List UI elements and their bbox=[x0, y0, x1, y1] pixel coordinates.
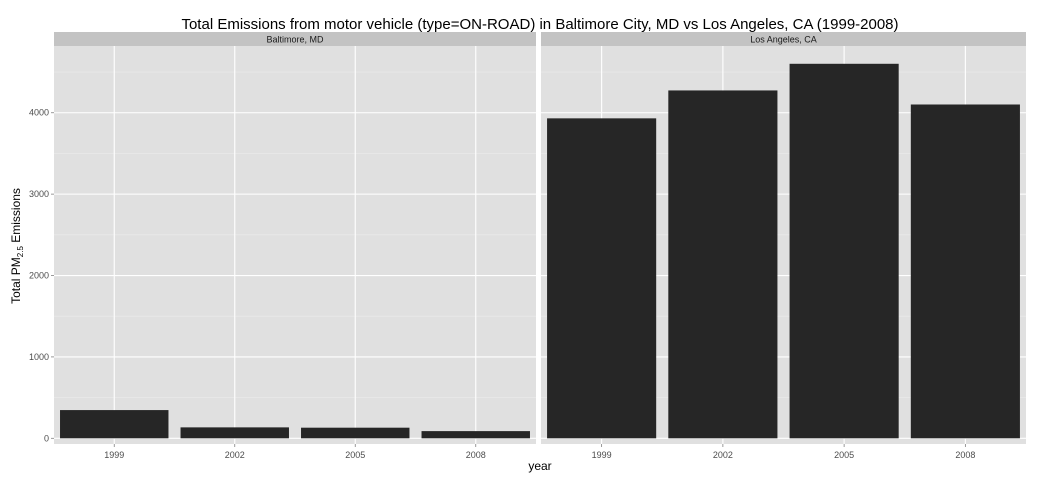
y-axis-title-suffix: Emissions bbox=[9, 188, 23, 246]
x-tick-label: 2005 bbox=[834, 450, 854, 460]
y-tick-label: 0 bbox=[44, 433, 49, 443]
x-tick-label: 2002 bbox=[225, 450, 245, 460]
y-axis-title: Total PM2.5 Emissions bbox=[9, 188, 25, 304]
y-tick-label: 1000 bbox=[29, 352, 49, 362]
bar-baltimore-md-2008 bbox=[421, 431, 530, 439]
facet-strip-label: Los Angeles, CA bbox=[750, 35, 817, 45]
facet-strip bbox=[541, 32, 1026, 46]
x-tick-label: 2002 bbox=[713, 450, 733, 460]
y-tick-label: 4000 bbox=[29, 108, 49, 118]
x-tick-label: 1999 bbox=[104, 450, 124, 460]
facet-strip-label: Baltimore, MD bbox=[266, 35, 324, 45]
plot-area: Baltimore, MD 1999 2002 2005 2008 Los Angeles… bbox=[29, 32, 1026, 460]
y-tick-label: 3000 bbox=[29, 189, 49, 199]
y-tick-label: 2000 bbox=[29, 271, 49, 281]
chart-title: Total Emissions from motor vehicle (type… bbox=[181, 16, 898, 33]
bar-los-angeles-ca-2005 bbox=[789, 63, 899, 439]
bar-los-angeles-ca-2008 bbox=[910, 104, 1020, 439]
bar-baltimore-md-2005 bbox=[301, 427, 410, 439]
x-tick-label: 2008 bbox=[466, 450, 486, 460]
x-tick-label: 2008 bbox=[955, 450, 975, 460]
panel-background bbox=[54, 46, 536, 444]
facet-strip bbox=[54, 32, 536, 46]
x-tick-label: 1999 bbox=[592, 450, 612, 460]
bar-los-angeles-ca-1999 bbox=[547, 118, 657, 439]
y-axis-title-subscript: 2.5 bbox=[16, 246, 25, 258]
bar-los-angeles-ca-2002 bbox=[668, 90, 778, 439]
bar-baltimore-md-1999 bbox=[60, 410, 169, 439]
x-axis-title: year bbox=[528, 459, 551, 473]
bar-baltimore-md-2002 bbox=[180, 427, 289, 439]
y-axis-title-prefix: Total PM bbox=[9, 257, 23, 304]
x-tick-label: 2005 bbox=[345, 450, 365, 460]
